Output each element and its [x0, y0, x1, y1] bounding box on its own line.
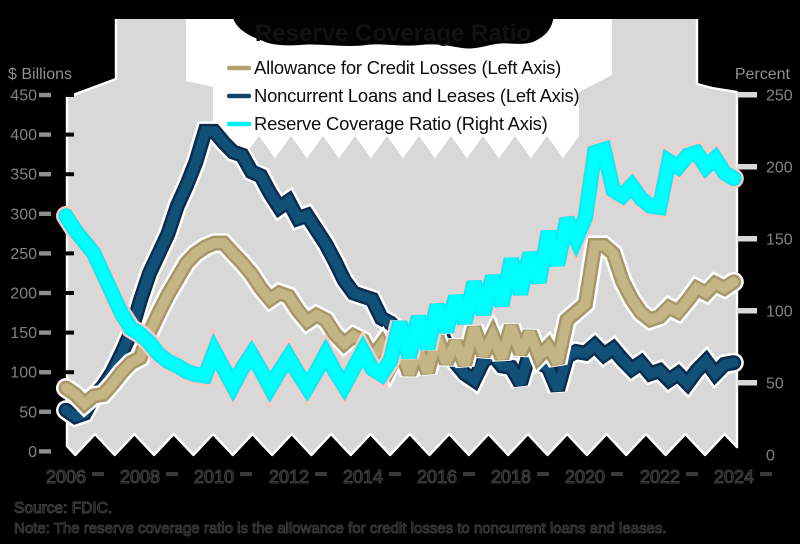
svg-text:Noncurrent Loans and Leases (L: Noncurrent Loans and Leases (Left Axis): [254, 85, 579, 106]
svg-text:0: 0: [766, 448, 775, 465]
svg-text:2012: 2012: [269, 467, 309, 487]
svg-text:2024: 2024: [714, 467, 754, 487]
svg-text:0: 0: [28, 444, 37, 461]
svg-text:450: 450: [10, 88, 37, 105]
svg-text:150: 150: [10, 325, 37, 342]
svg-text:2014: 2014: [343, 467, 383, 487]
svg-text:2020: 2020: [565, 467, 605, 487]
svg-text:Percent: Percent: [735, 66, 791, 83]
svg-text:400: 400: [10, 127, 37, 144]
svg-text:2010: 2010: [194, 467, 234, 487]
svg-text:350: 350: [10, 167, 37, 184]
svg-text:2006: 2006: [46, 467, 86, 487]
svg-text:2008: 2008: [120, 467, 160, 487]
svg-text:Reserve Coverage Ratio: Reserve Coverage Ratio: [255, 20, 531, 47]
svg-text:200: 200: [10, 286, 37, 303]
svg-text:2022: 2022: [640, 467, 680, 487]
svg-text:150: 150: [766, 232, 793, 249]
svg-text:250: 250: [766, 88, 793, 105]
svg-text:100: 100: [10, 365, 37, 382]
svg-text:Note: The reserve coverage rat: Note: The reserve coverage ratio is the …: [14, 520, 667, 537]
svg-text:Source: FDIC.: Source: FDIC.: [14, 500, 112, 517]
svg-text:Allowance for Credit Losses (L: Allowance for Credit Losses (Left Axis): [254, 57, 561, 78]
svg-text:2016: 2016: [417, 467, 457, 487]
svg-text:250: 250: [10, 246, 37, 263]
svg-text:100: 100: [766, 304, 793, 321]
svg-text:2018: 2018: [491, 467, 531, 487]
svg-text:$ Billions: $ Billions: [8, 66, 72, 83]
svg-text:50: 50: [19, 404, 37, 421]
svg-text:300: 300: [10, 206, 37, 223]
svg-text:50: 50: [766, 376, 784, 393]
svg-text:Reserve Coverage Ratio (Right: Reserve Coverage Ratio (Right Axis): [254, 113, 548, 134]
svg-text:200: 200: [766, 160, 793, 177]
